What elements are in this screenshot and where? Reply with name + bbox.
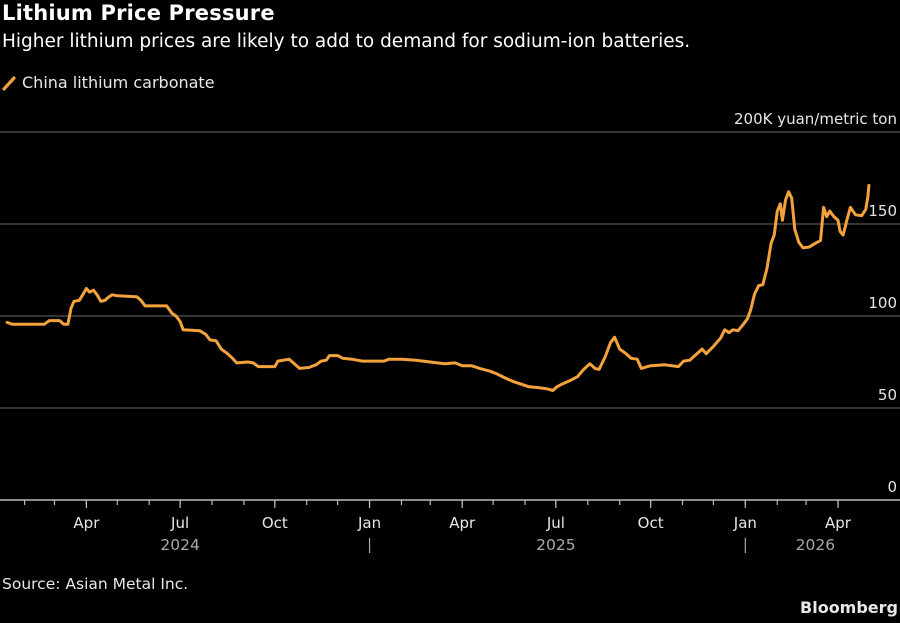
brand-logo: Bloomberg	[800, 598, 898, 617]
y-tick-label: 100	[868, 294, 897, 312]
x-tick-label: Jul	[546, 514, 565, 532]
legend-label: China lithium carbonate	[22, 73, 215, 92]
series-line-china-lithium-carbonate	[5, 183, 871, 392]
x-year-label: 2024	[160, 536, 199, 554]
y-tick-label: 50	[878, 386, 897, 404]
x-tick-label: Jul	[170, 514, 189, 532]
y-tick-label: 150	[868, 202, 897, 220]
x-tick-label: Apr	[449, 514, 476, 532]
x-year-label: 2025	[536, 536, 575, 554]
x-tick-label: Apr	[73, 514, 100, 532]
chart-title: Lithium Price Pressure	[2, 1, 275, 25]
y-tick-label: 0	[887, 478, 897, 496]
chart-subtitle: Higher lithium prices are likely to add …	[2, 31, 691, 52]
x-tick-label: Oct	[638, 514, 664, 532]
x-year-label: 2026	[796, 536, 835, 554]
source-note: Source: Asian Metal Inc.	[2, 575, 189, 593]
x-tick-label: Apr	[825, 514, 852, 532]
x-tick-label: Jan	[357, 514, 381, 532]
x-tick-label: Oct	[262, 514, 288, 532]
legend-swatch-icon	[2, 75, 16, 91]
y-unit-label: 200K yuan/metric ton	[734, 110, 897, 128]
legend: China lithium carbonate	[2, 73, 215, 92]
x-tick-label: Jan	[733, 514, 757, 532]
